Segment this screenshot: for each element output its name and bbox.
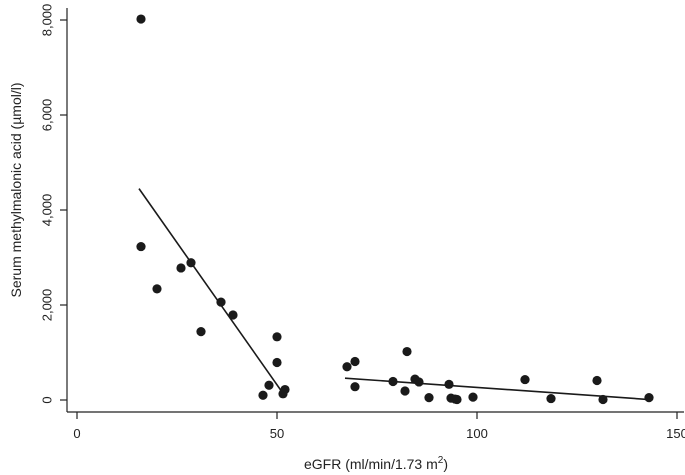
data-point xyxy=(520,374,530,385)
data-points xyxy=(136,14,654,405)
data-point xyxy=(272,332,282,342)
data-point xyxy=(592,375,602,386)
x-axis-title: eGFR (ml/min/1.73 m2) xyxy=(304,455,448,472)
x-tick-label: 100 xyxy=(466,426,488,441)
data-point xyxy=(196,327,206,337)
y-ticks: 0 2,000 4,000 6,000 8,000 xyxy=(40,4,67,404)
y-tick-label: 4,000 xyxy=(40,194,55,227)
axes xyxy=(66,8,684,413)
data-point xyxy=(258,390,268,400)
data-point xyxy=(186,258,196,268)
data-point xyxy=(546,393,556,404)
data-point xyxy=(414,377,424,387)
data-point xyxy=(152,284,162,294)
data-point xyxy=(400,386,410,396)
y-axis-title: Serum methylmalonic acid (µmol/l) xyxy=(8,82,24,297)
data-point xyxy=(136,14,146,24)
data-point xyxy=(644,393,654,403)
y-tick-label: 2,000 xyxy=(40,289,55,322)
data-point xyxy=(350,382,360,392)
fit-line xyxy=(138,188,282,391)
fit-lines xyxy=(138,188,650,401)
data-point xyxy=(280,384,290,395)
data-point xyxy=(468,392,478,402)
data-point xyxy=(272,357,282,368)
y-tick-label: 8,000 xyxy=(40,4,55,37)
x-tick-label: 150 xyxy=(666,426,685,441)
data-point xyxy=(216,297,226,307)
x-axis-title-superscript: 2 xyxy=(438,455,444,466)
data-point xyxy=(176,263,186,273)
y-tick-label: 6,000 xyxy=(40,99,55,132)
data-point xyxy=(228,310,238,320)
data-point xyxy=(424,393,434,403)
data-point xyxy=(350,356,360,367)
y-tick-label: 0 xyxy=(40,396,55,403)
data-point xyxy=(598,394,608,405)
data-point xyxy=(444,379,454,389)
data-point xyxy=(388,376,398,387)
x-tick-label: 0 xyxy=(73,426,80,441)
data-point xyxy=(264,380,274,390)
data-point xyxy=(342,362,352,372)
data-point xyxy=(452,394,462,405)
x-tick-label: 50 xyxy=(270,426,284,441)
x-ticks: 0 50 100 150 xyxy=(73,412,685,441)
data-point xyxy=(402,346,412,357)
data-point xyxy=(136,241,146,252)
